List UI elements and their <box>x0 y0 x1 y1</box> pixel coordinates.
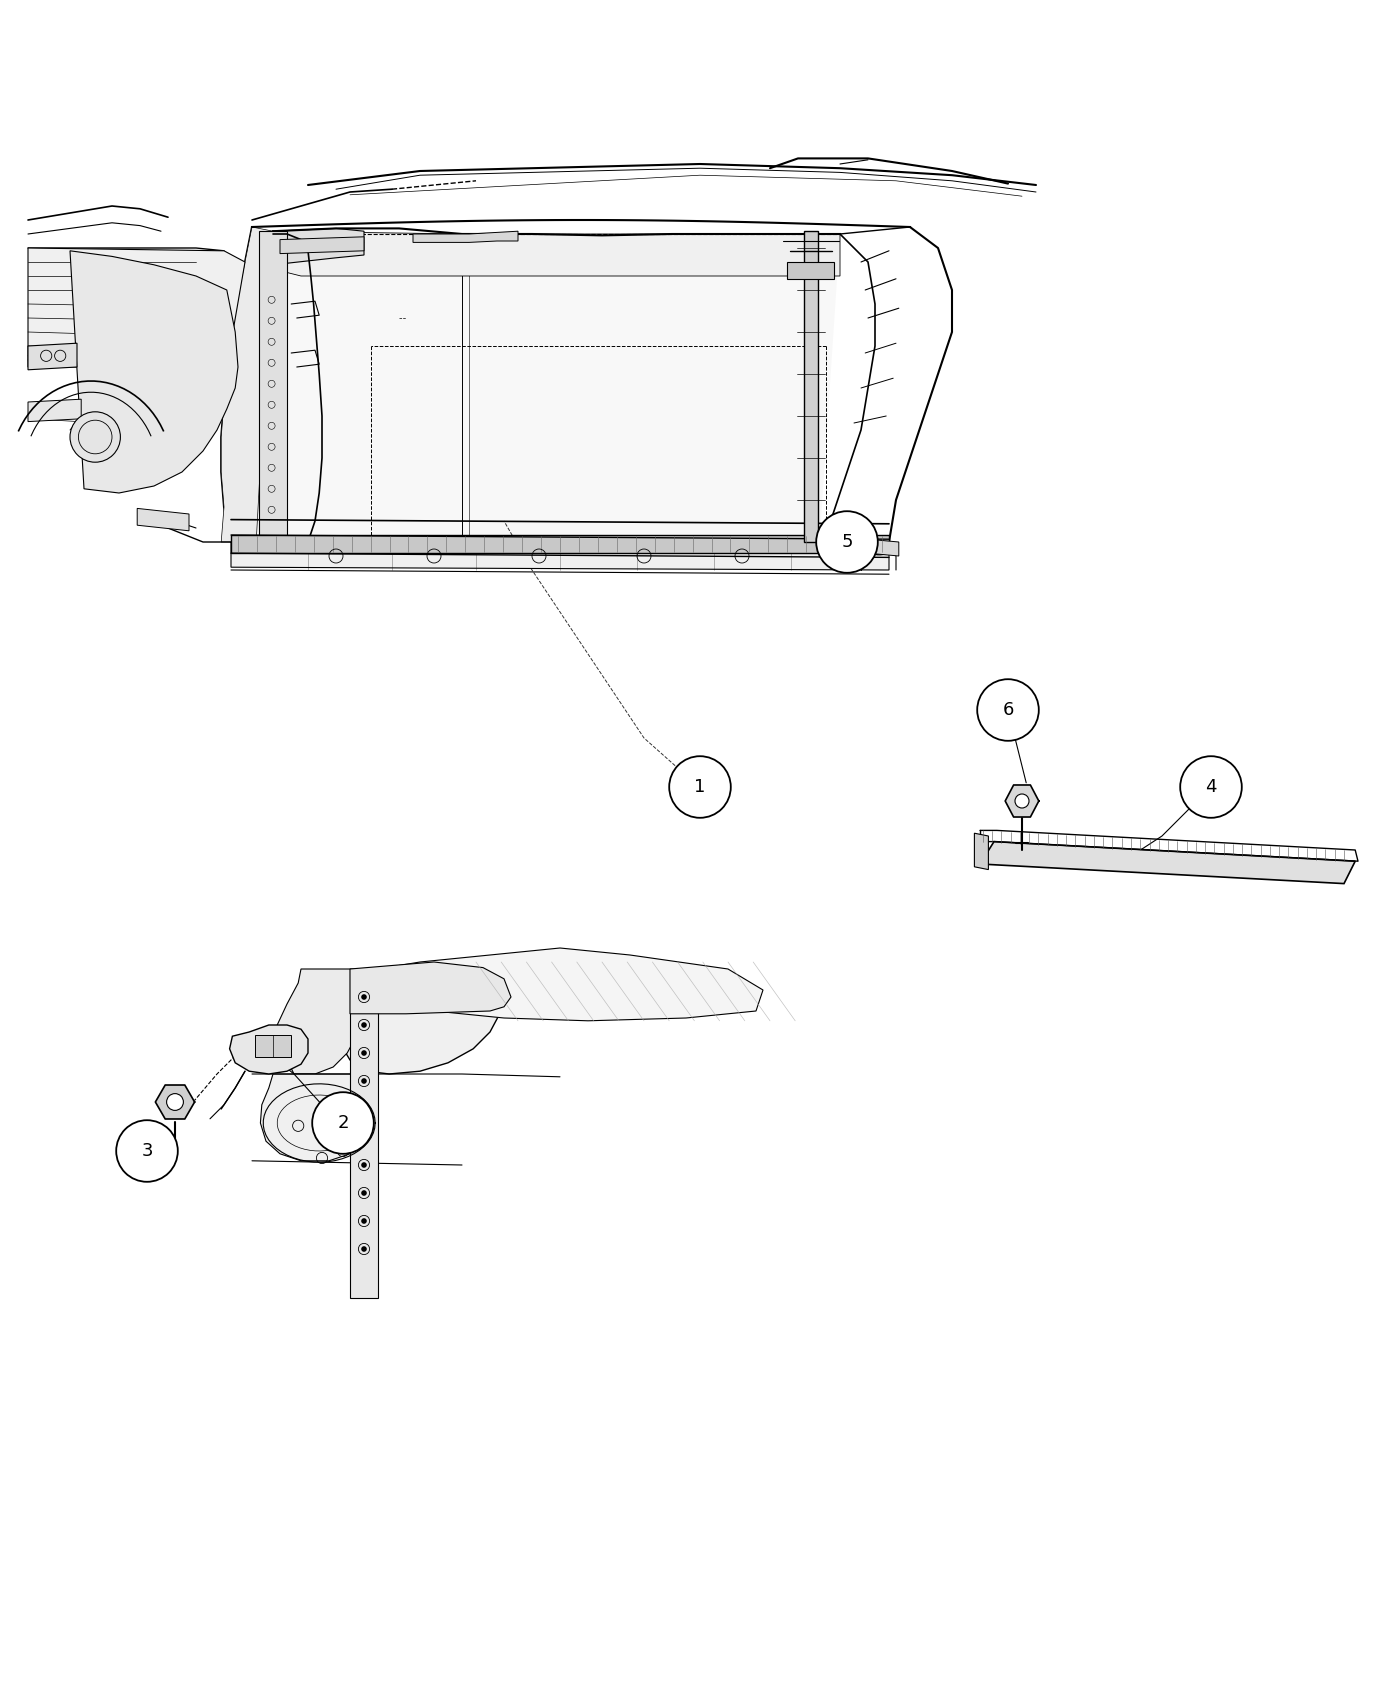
Circle shape <box>167 1093 183 1110</box>
Polygon shape <box>274 969 357 1074</box>
Polygon shape <box>342 962 504 1074</box>
Polygon shape <box>273 228 364 265</box>
Polygon shape <box>1005 785 1039 818</box>
Circle shape <box>977 680 1039 741</box>
Polygon shape <box>804 231 818 542</box>
Polygon shape <box>28 248 245 367</box>
Circle shape <box>361 1190 367 1195</box>
Circle shape <box>361 1163 367 1168</box>
Polygon shape <box>137 508 189 530</box>
Circle shape <box>361 994 367 1000</box>
Circle shape <box>669 756 731 818</box>
Polygon shape <box>980 842 1355 884</box>
Polygon shape <box>259 231 287 542</box>
Polygon shape <box>28 400 81 422</box>
Text: 6: 6 <box>1002 700 1014 719</box>
Polygon shape <box>273 231 840 275</box>
Polygon shape <box>837 537 899 556</box>
Polygon shape <box>260 1074 371 1161</box>
Polygon shape <box>231 542 889 570</box>
Circle shape <box>361 1051 367 1056</box>
Polygon shape <box>787 262 834 279</box>
Polygon shape <box>413 231 518 243</box>
Polygon shape <box>256 231 840 549</box>
Polygon shape <box>350 962 511 1013</box>
Circle shape <box>312 1091 374 1154</box>
Polygon shape <box>221 228 273 542</box>
Circle shape <box>361 1134 367 1139</box>
Circle shape <box>361 1219 367 1224</box>
Polygon shape <box>70 252 238 493</box>
Polygon shape <box>378 949 763 1020</box>
Polygon shape <box>230 1025 308 1074</box>
Text: 4: 4 <box>1205 779 1217 796</box>
Text: 5: 5 <box>841 534 853 551</box>
Polygon shape <box>255 1035 291 1057</box>
Circle shape <box>361 1246 367 1251</box>
Text: 3: 3 <box>141 1142 153 1159</box>
Polygon shape <box>231 536 889 552</box>
Text: 1: 1 <box>694 779 706 796</box>
Circle shape <box>116 1120 178 1181</box>
Circle shape <box>361 1078 367 1085</box>
Circle shape <box>361 1022 367 1028</box>
Circle shape <box>361 1107 367 1112</box>
Circle shape <box>1015 794 1029 808</box>
Polygon shape <box>350 969 378 1299</box>
Text: 2: 2 <box>337 1114 349 1132</box>
Polygon shape <box>155 1085 195 1119</box>
Circle shape <box>1180 756 1242 818</box>
Polygon shape <box>28 343 77 371</box>
Polygon shape <box>280 236 364 253</box>
Circle shape <box>70 411 120 462</box>
Polygon shape <box>974 833 988 870</box>
Circle shape <box>816 512 878 573</box>
